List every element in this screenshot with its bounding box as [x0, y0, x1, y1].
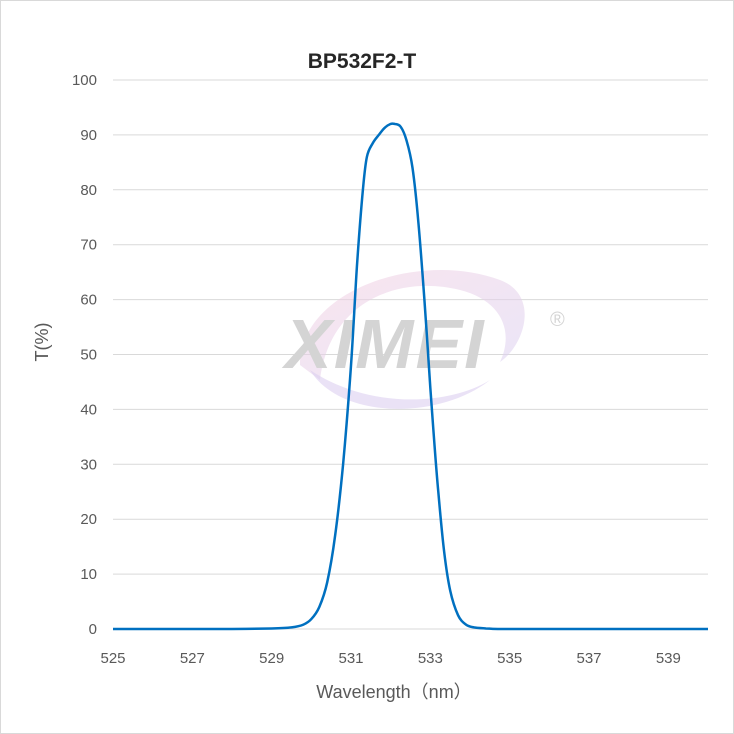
y-tick-label: 80 [80, 182, 97, 199]
y-axis-label: T(%) [32, 323, 52, 362]
y-tick-label: 40 [80, 401, 97, 418]
x-tick-labels: 525 527 529 531 533 535 537 539 [100, 650, 680, 667]
x-tick-label: 533 [418, 650, 443, 667]
y-tick-label: 60 [80, 292, 97, 309]
x-tick-label: 525 [100, 650, 125, 667]
y-tick-label: 10 [80, 566, 97, 583]
chart-title: BP532F2-T [308, 50, 417, 73]
x-tick-label: 537 [576, 650, 601, 667]
x-axis-label: Wavelength（nm） [316, 682, 471, 702]
watermark-text: XIMEI [281, 305, 486, 383]
y-tick-label: 20 [80, 511, 97, 528]
watermark-swoosh-lower-icon [310, 370, 490, 409]
y-tick-label: 30 [80, 456, 97, 473]
y-tick-label: 70 [80, 237, 97, 254]
x-tick-label: 539 [656, 650, 681, 667]
x-tick-label: 529 [259, 650, 284, 667]
y-tick-label: 90 [80, 127, 97, 144]
watermark-registered-icon: ® [550, 309, 565, 331]
x-tick-label: 527 [180, 650, 205, 667]
transmission-curve [113, 122, 708, 631]
x-tick-label: 535 [497, 650, 522, 667]
y-tick-label: 100 [72, 72, 97, 89]
y-tick-label: 0 [89, 621, 97, 638]
y-tick-labels: 0 10 20 30 40 50 60 70 80 90 100 [72, 72, 97, 638]
x-tick-label: 531 [338, 650, 363, 667]
y-tick-label: 50 [80, 347, 97, 364]
